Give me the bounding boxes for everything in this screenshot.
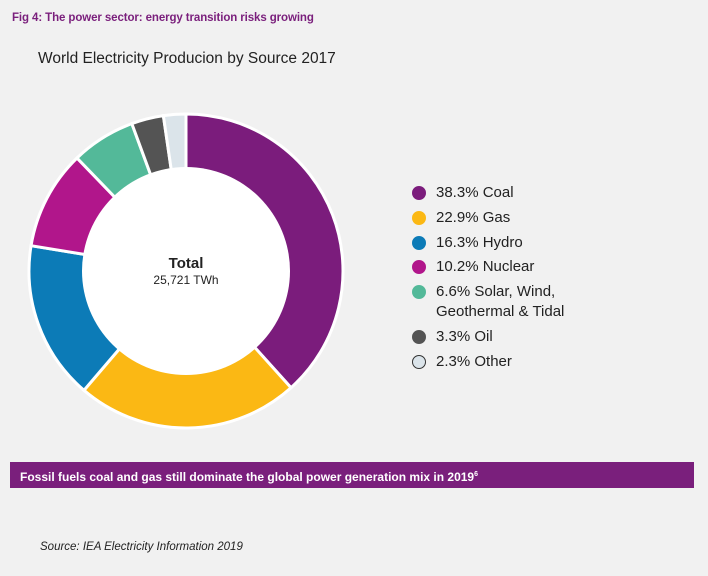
legend-swatch-icon bbox=[412, 285, 426, 300]
center-value: 25,721 TWh bbox=[153, 273, 218, 287]
legend-item: 6.6% Solar, Wind, Geothermal & Tidal bbox=[412, 282, 564, 322]
legend-swatch-icon bbox=[412, 354, 426, 369]
legend-label: 2.3% Other bbox=[436, 352, 512, 370]
legend-item: 3.3% Oil bbox=[412, 327, 564, 347]
legend-label: 10.2% Nuclear bbox=[436, 258, 535, 276]
legend-item: 16.3% Hydro bbox=[412, 233, 564, 253]
center-label: Total bbox=[169, 255, 204, 272]
legend-label: 22.9% Gas bbox=[436, 208, 511, 226]
chart-title: World Electricity Producion by Source 20… bbox=[38, 50, 336, 67]
legend-label: 6.6% Solar, Wind, Geothermal & Tidal bbox=[436, 283, 565, 321]
source-note: Source: IEA Electricity Information 2019 bbox=[40, 541, 243, 553]
banner-footnote: 6 bbox=[474, 471, 479, 478]
legend-item: 22.9% Gas bbox=[412, 208, 564, 228]
legend-swatch-icon bbox=[412, 210, 426, 225]
chart-legend: 38.3% Coal 22.9% Gas 16.3% Hydro 10.2% Nucl… bbox=[412, 183, 564, 377]
summary-banner: Fossil fuels coal and gas still dominate… bbox=[10, 462, 694, 488]
donut-hole bbox=[82, 167, 290, 375]
legend-label: 16.3% Hydro bbox=[436, 233, 523, 251]
figure-label: Fig 4: The power sector: energy transiti… bbox=[12, 12, 314, 24]
legend-item: 2.3% Other bbox=[412, 352, 564, 372]
legend-label: 3.3% Oil bbox=[436, 327, 493, 345]
legend-swatch-icon bbox=[412, 260, 426, 275]
legend-swatch-icon bbox=[412, 329, 426, 344]
legend-item: 38.3% Coal bbox=[412, 183, 564, 203]
legend-swatch-icon bbox=[412, 186, 426, 200]
banner-text: Fossil fuels coal and gas still dominate… bbox=[20, 470, 475, 484]
legend-swatch-icon bbox=[412, 235, 426, 250]
legend-label: 38.3% Coal bbox=[436, 184, 514, 201]
legend-item: 10.2% Nuclear bbox=[412, 257, 564, 277]
